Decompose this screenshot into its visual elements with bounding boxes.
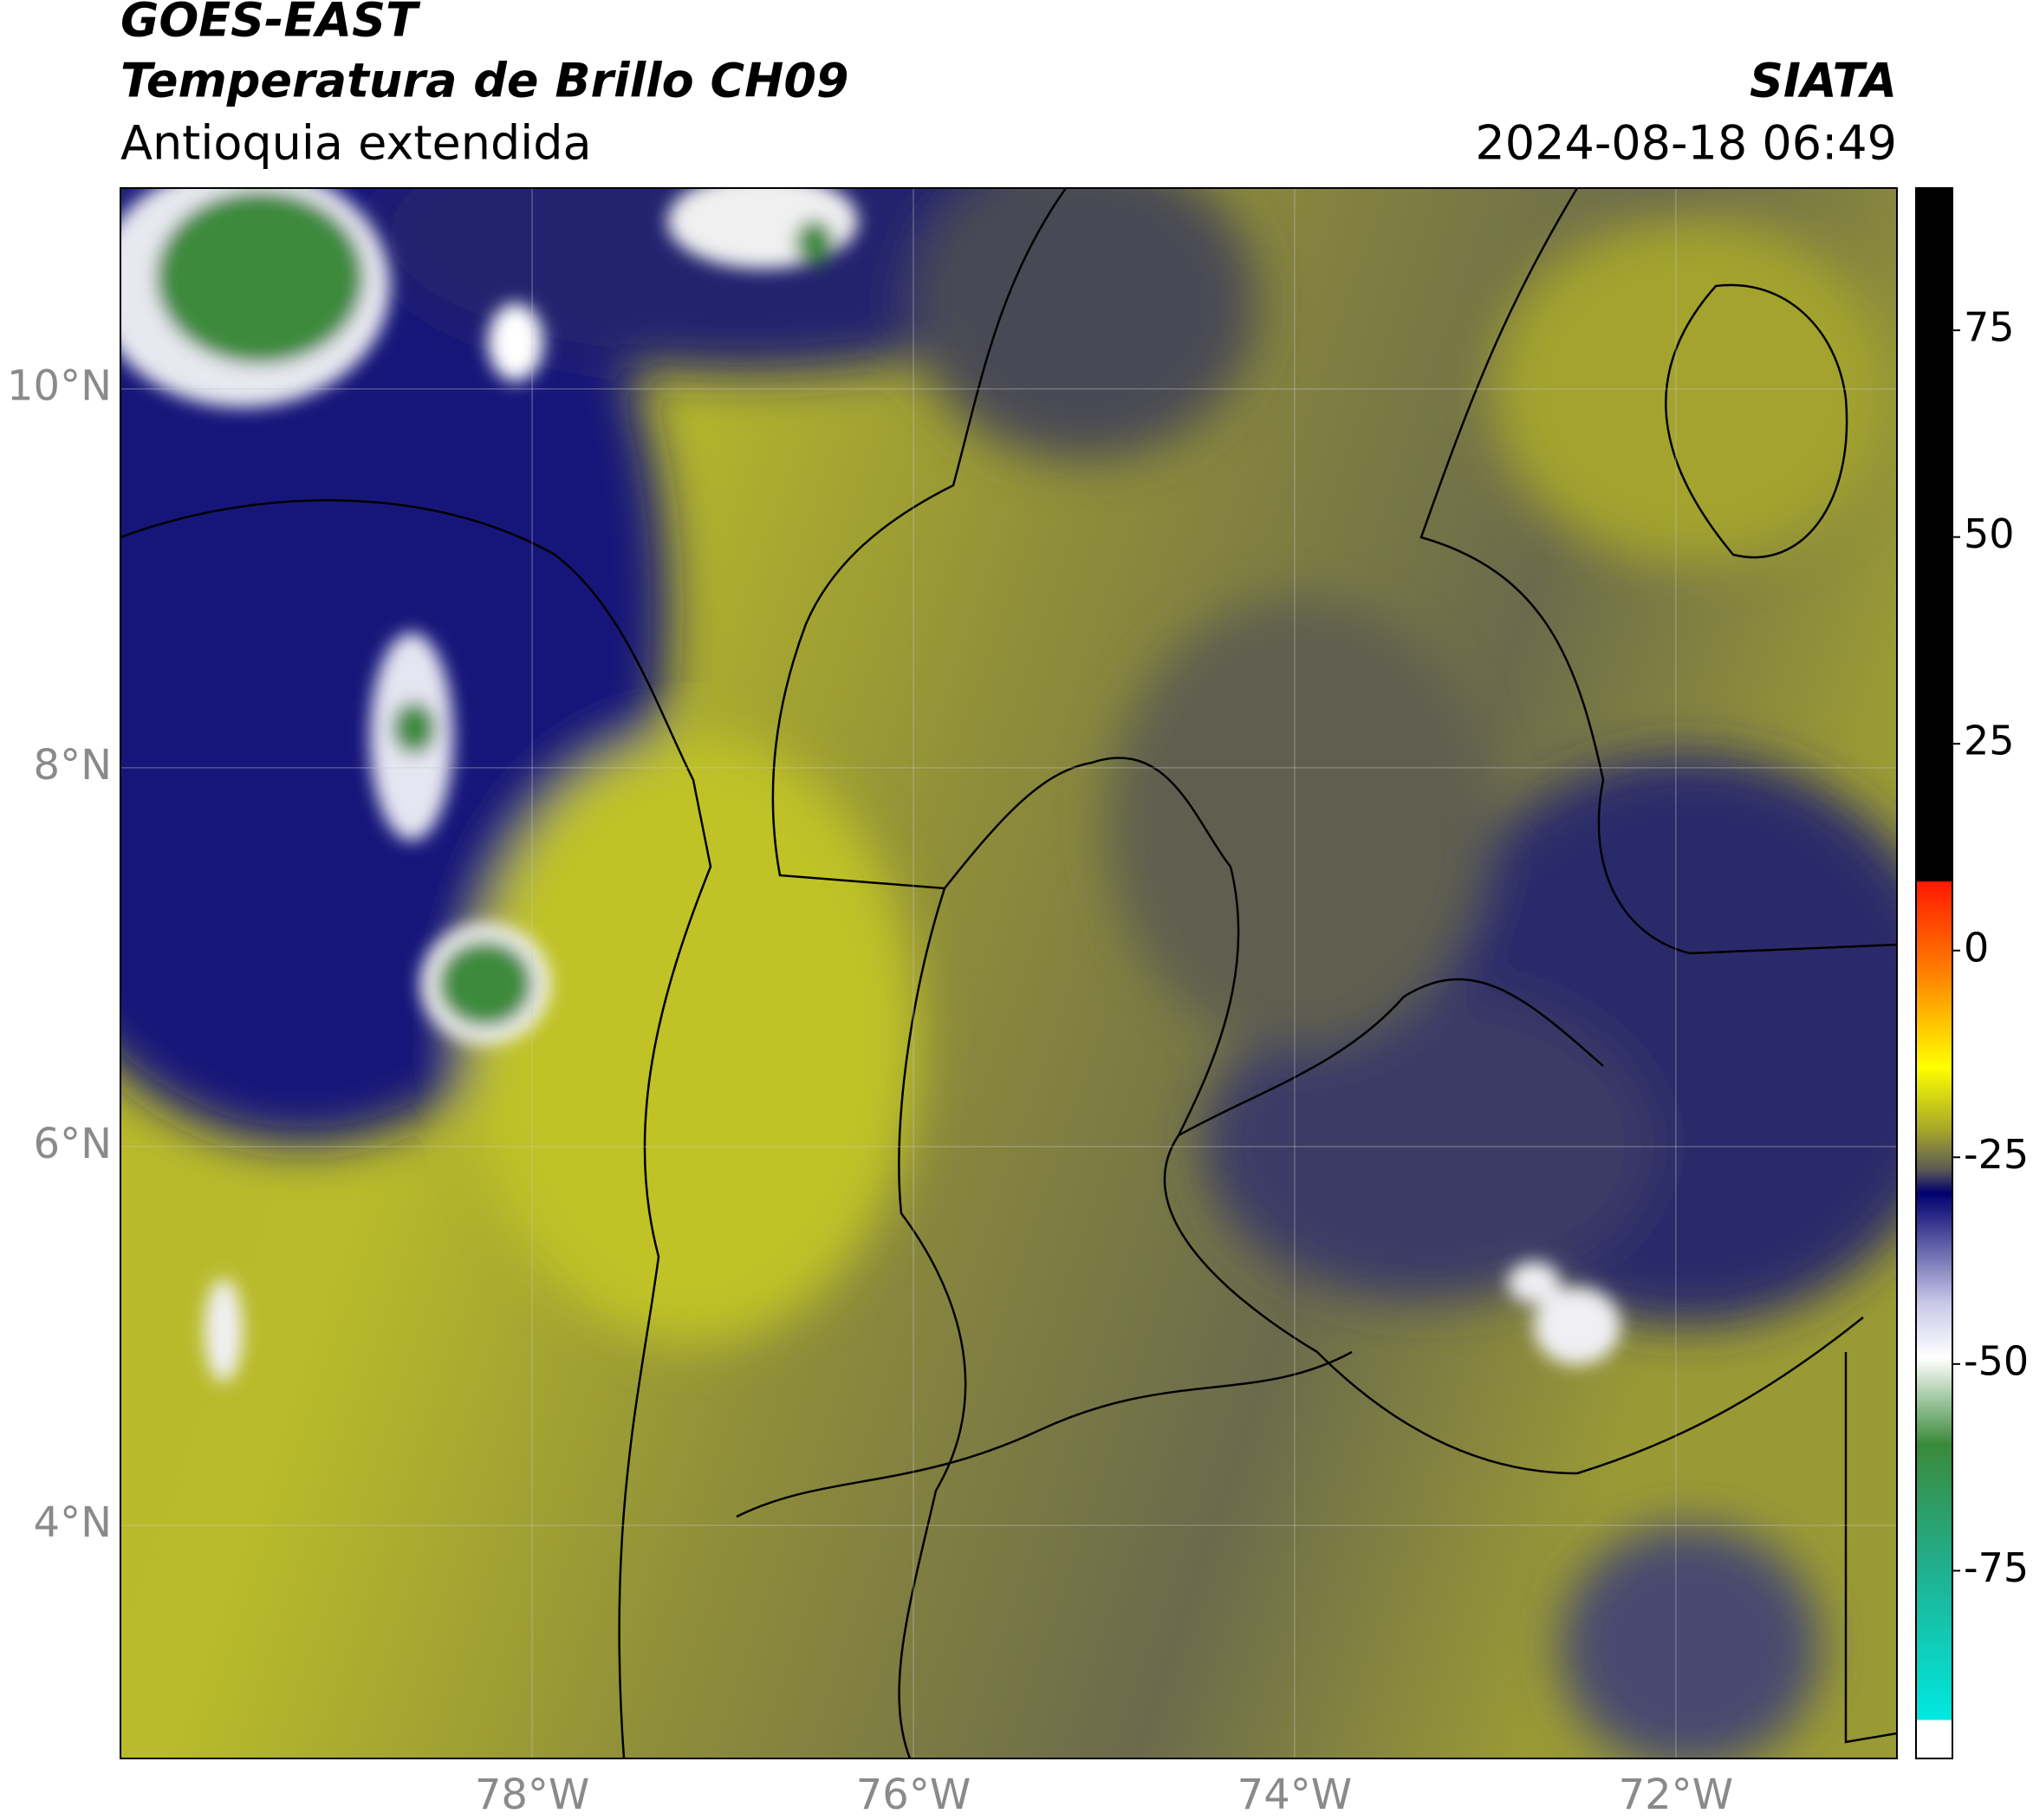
colorbar-tick-label: -50 [1964,1337,2029,1384]
colorbar-tick-label: 50 [1964,510,2015,557]
map-image [120,188,1897,1758]
grid [120,188,1897,1758]
colorbar [1915,187,1953,1759]
x-tick-label: 72°W [1619,1771,1734,1819]
y-tick-label: 8°N [34,741,112,790]
colorbar-tick-label: 0 [1964,924,1989,971]
datetime: 2024-08-18 06:49 [1475,116,1897,171]
colorbar-tick-label: -25 [1964,1131,2029,1178]
x-tick-label: 74°W [1237,1771,1353,1819]
y-tick-label: 6°N [34,1120,112,1168]
map-frame [120,187,1898,1759]
colorbar-tick-label: -75 [1964,1544,2029,1591]
x-tick-label: 76°W [856,1771,971,1819]
y-tick-label: 4°N [34,1498,112,1547]
title: GOES-EAST [120,0,421,48]
colorbar-tick-label: 25 [1964,718,2015,764]
region: Antioquia extendida [120,116,592,171]
subtitle: Temperatura de Brillo CH09 [120,54,849,108]
source: SIATA [1750,54,1897,108]
y-tick-label: 10°N [7,362,112,411]
colorbar-tick-label: 75 [1964,304,2015,351]
borders [120,188,1897,1758]
x-tick-label: 78°W [475,1771,590,1819]
